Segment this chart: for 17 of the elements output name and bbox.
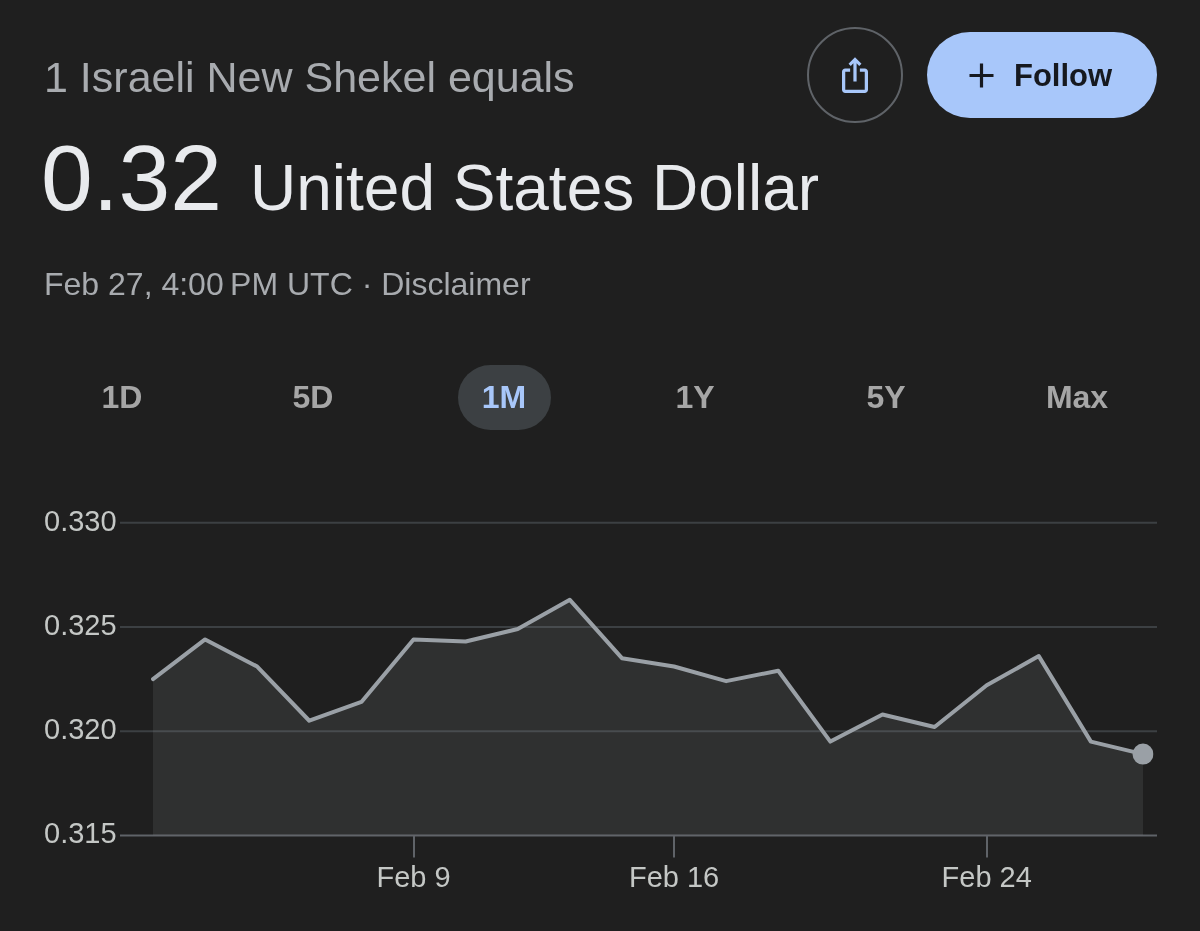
text: Max [1045,379,1109,416]
x-tick-label: Feb 24 [941,860,1032,893]
x-tick-label: Feb 16 [628,860,720,893]
text: 1M [481,379,527,416]
y-tick-label: 0.330 [44,504,117,537]
text: 5D [292,379,334,416]
text: 1Y [675,379,715,416]
text: Follow [1014,57,1113,93]
text: 1D [101,379,143,416]
x-tick-label: Feb 9 [376,860,451,893]
y-tick-label: 0.325 [44,608,117,641]
chart-title: 1 Israeli New Shekel equals [44,52,575,101]
y-tick-label: 0.315 [44,817,117,850]
chart-subtitle: 0.32 United States Dollar [41,125,820,230]
text: 5Y [866,379,906,416]
y-tick-label: 0.320 [44,713,117,746]
text: Feb 27, 4:00 PM UTC · Disclaimer [44,265,531,302]
